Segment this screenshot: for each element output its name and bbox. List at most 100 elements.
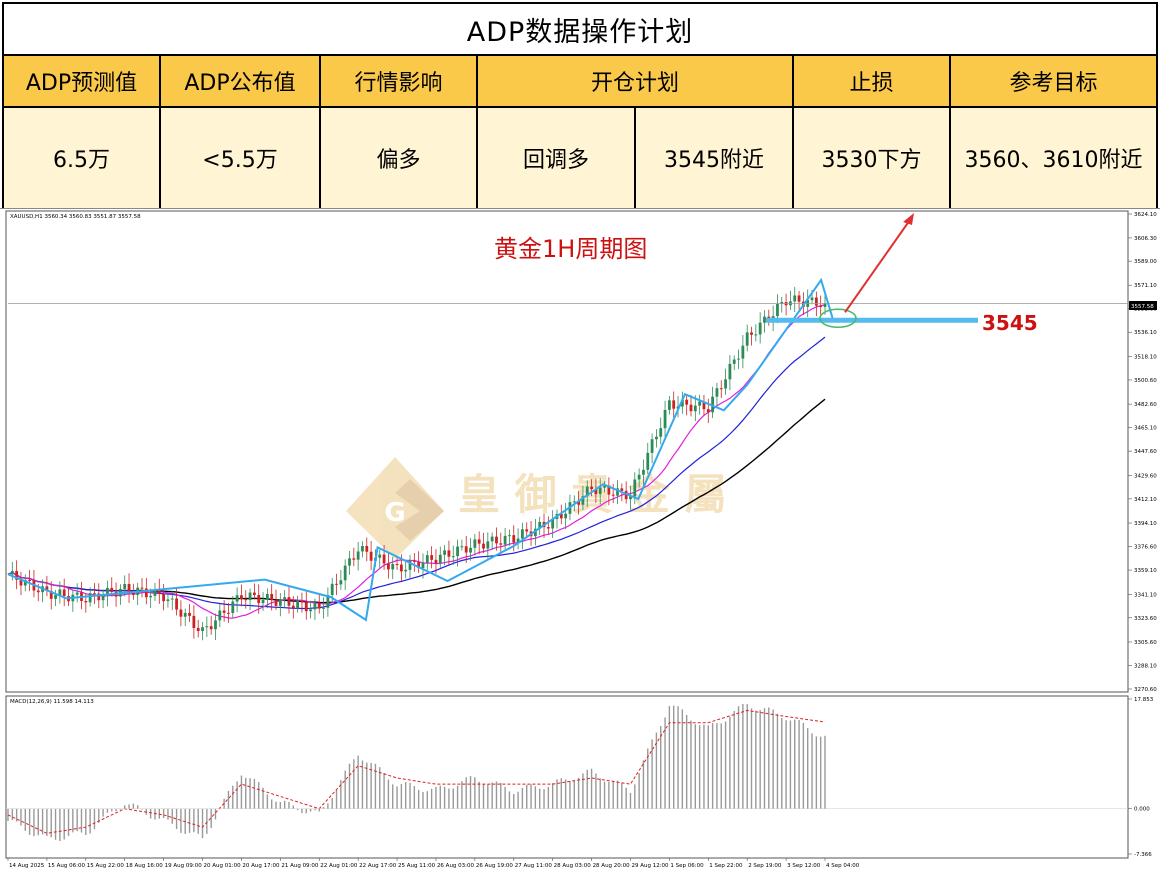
candle <box>521 522 524 550</box>
candle-body <box>581 496 585 505</box>
candle-body <box>149 595 153 598</box>
x-tick-label: 28 Aug 20:00 <box>593 863 631 869</box>
macd-panel <box>5 695 1129 859</box>
price-tick-label: 3500.60 <box>1134 378 1157 384</box>
candle-body <box>776 303 779 317</box>
candle-body <box>616 488 619 496</box>
candle-body <box>460 546 464 548</box>
candle-body <box>642 469 645 475</box>
candle <box>616 479 619 505</box>
x-tick-label: 29 Aug 12:00 <box>631 863 669 869</box>
candle-body <box>313 603 317 610</box>
candle <box>408 554 412 579</box>
candle <box>646 442 650 475</box>
candle-body <box>348 558 351 566</box>
candle-body <box>603 485 606 488</box>
candle <box>326 587 330 617</box>
candle <box>149 588 153 608</box>
candle <box>395 557 399 571</box>
x-tick-label: 2 Sep 19:00 <box>748 863 782 869</box>
value-adp-actual: <5.5万 <box>161 108 321 208</box>
chart-svg: G 皇 御 貴 金 屬 3624.10 3606.30 3589.00 3571.10… <box>5 210 1157 869</box>
candle <box>732 355 736 371</box>
candle-body <box>551 518 555 529</box>
candle <box>750 326 753 346</box>
table-value-row: 6.5万 <5.5万 偏多 回调多 3545附近 3530下方 3560、361… <box>4 108 1156 208</box>
candle-body <box>75 592 79 595</box>
value-target: 3560、3610附近 <box>964 148 1143 173</box>
candle-body <box>391 564 395 570</box>
candle <box>659 417 663 445</box>
candle-body <box>797 295 801 302</box>
candle-body <box>490 536 494 542</box>
candle <box>633 472 637 505</box>
candle-body <box>516 538 520 543</box>
price-tick-label: 3482.60 <box>1134 402 1157 408</box>
candle <box>106 580 109 607</box>
candle <box>304 591 308 620</box>
candle <box>387 552 390 579</box>
candle <box>516 528 520 550</box>
candle <box>378 549 382 569</box>
candle-body <box>365 546 369 552</box>
candle-body <box>378 554 382 558</box>
candle <box>252 583 256 600</box>
price-tick-label: 3589.00 <box>1134 259 1157 265</box>
candle-body <box>261 599 265 604</box>
candle-body <box>205 626 209 628</box>
candle <box>486 532 490 559</box>
price-tick-label: 3429.60 <box>1134 473 1157 479</box>
candle-body <box>257 595 261 604</box>
candle-body <box>469 547 472 553</box>
candle <box>685 394 689 416</box>
candle-body <box>814 297 818 306</box>
x-tick-label: 21 Aug 09:00 <box>281 863 319 869</box>
candle <box>23 574 27 592</box>
header-target: 参考目标 <box>1009 71 1098 96</box>
x-tick-label: 22 Aug 01:00 <box>320 863 358 869</box>
candle-body <box>45 586 49 591</box>
candle-body <box>780 302 784 304</box>
macd-tick-label: 0.000 <box>1134 807 1150 813</box>
candle-body <box>36 590 40 593</box>
candle-body <box>559 514 563 519</box>
candle <box>443 545 446 566</box>
current-price-tag-bg <box>1129 301 1157 310</box>
target-arrowhead <box>903 213 914 225</box>
candle <box>780 297 784 313</box>
candle <box>101 589 105 609</box>
candle <box>369 541 373 571</box>
candle <box>313 598 317 621</box>
candle-body <box>62 589 66 597</box>
candle <box>235 587 239 613</box>
price-tick-label: 3447.60 <box>1134 449 1157 455</box>
candle <box>711 386 715 419</box>
candle <box>127 573 131 603</box>
candle <box>503 528 507 550</box>
candle <box>62 578 66 607</box>
price-tick-label: 3305.60 <box>1134 640 1157 646</box>
candle <box>417 551 421 574</box>
value-stop-loss: 3530下方 <box>794 108 951 208</box>
candle <box>737 349 740 369</box>
candle-body <box>10 571 14 575</box>
candle <box>283 590 287 608</box>
candle <box>214 613 217 640</box>
candle-body <box>732 359 736 364</box>
candle <box>287 586 291 614</box>
candle-body <box>464 546 468 553</box>
entry-ellipse <box>819 308 857 329</box>
candle-body <box>823 303 827 308</box>
candle <box>205 616 209 637</box>
macd-tick-label: -7.366 <box>1134 852 1152 858</box>
candle <box>257 584 261 614</box>
header-adp-forecast: ADP预测值 <box>4 56 161 106</box>
candle <box>663 400 667 439</box>
candle <box>209 615 213 635</box>
candle-body <box>244 599 248 601</box>
candle-body <box>214 620 217 630</box>
candle-body <box>650 439 654 453</box>
candle-body <box>270 593 274 601</box>
candle <box>477 531 481 555</box>
candle <box>702 394 706 416</box>
